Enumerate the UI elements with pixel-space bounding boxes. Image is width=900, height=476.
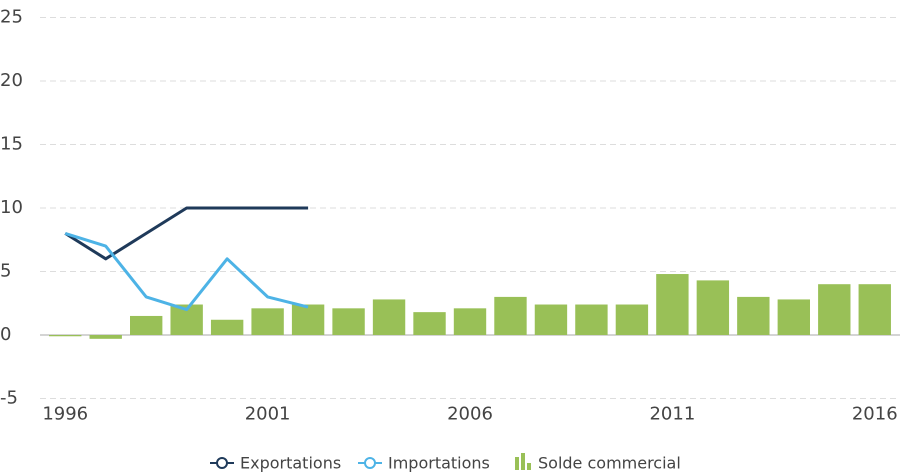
y-tick-label: 15 (0, 134, 23, 155)
legend-label: Importations (388, 454, 490, 473)
y-tick-label: 5 (0, 261, 11, 282)
legend: Exportations Importations Solde commerci… (210, 453, 681, 473)
bar (251, 308, 284, 335)
bar (494, 296, 527, 335)
x-tick-label: 2006 (447, 404, 493, 425)
y-tick-label: 10 (0, 197, 23, 218)
legend-label: Solde commercial (538, 454, 681, 473)
x-tick-label: 2016 (852, 404, 898, 425)
x-tick-label: 2011 (649, 404, 695, 425)
line (64, 231, 309, 312)
bar (615, 304, 649, 335)
bar (332, 308, 365, 335)
y-tick-label: -5 (0, 388, 18, 409)
x-tick-label: 1996 (42, 404, 88, 425)
bar (737, 296, 770, 335)
y-tick-label: 20 (0, 70, 23, 91)
bar (575, 304, 608, 335)
bar (413, 312, 446, 335)
bar (696, 280, 730, 335)
bar (210, 319, 244, 335)
legend-label: Exportations (240, 454, 341, 473)
x-tick-label: 2001 (245, 404, 291, 425)
y-tick-label: 0 (0, 324, 11, 345)
bar (858, 284, 891, 335)
bar (656, 274, 689, 335)
bar (89, 335, 122, 339)
bar (372, 299, 406, 335)
legend-icon (216, 457, 228, 469)
bar (818, 284, 851, 335)
bar (534, 304, 568, 335)
legend-icon (364, 457, 376, 469)
bar (130, 315, 163, 335)
line (64, 206, 309, 261)
bar (453, 308, 487, 335)
legend-icon (515, 453, 531, 470)
bar (777, 299, 810, 335)
bar (291, 304, 325, 335)
bar (49, 335, 82, 337)
y-tick-label: 25 (0, 7, 23, 28)
